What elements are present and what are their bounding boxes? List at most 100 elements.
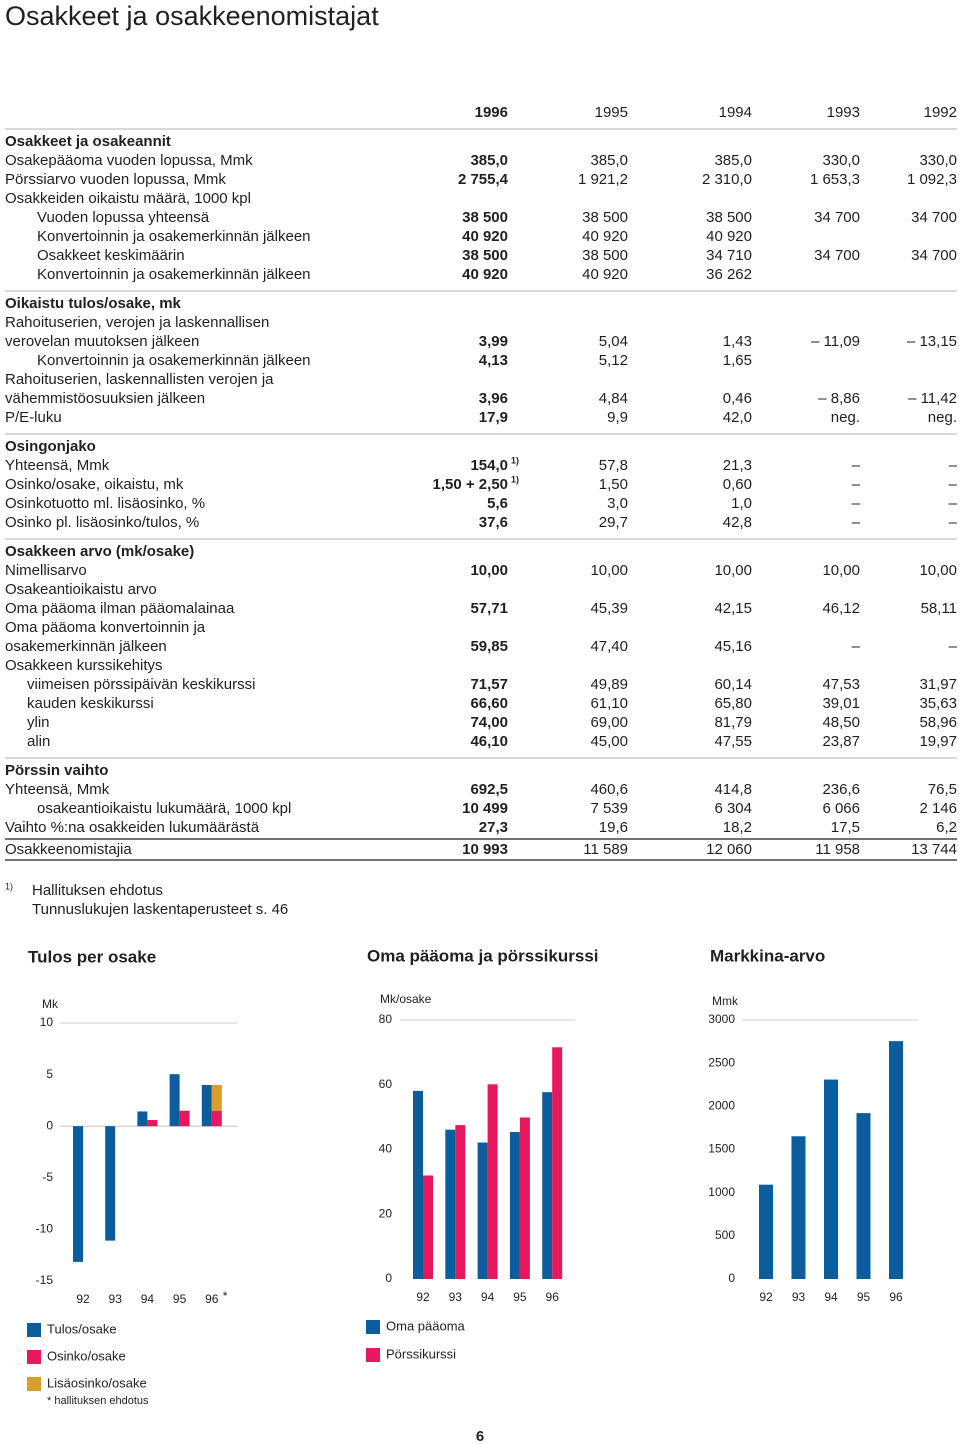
cell: 57,8 — [599, 457, 628, 474]
row-label: osakeantioikaistu lukumäärä, 1000 kpl — [37, 800, 291, 817]
legend-swatch — [366, 1320, 380, 1334]
x-tick-label: 96 — [889, 1290, 903, 1304]
cell: 385,0 — [714, 152, 752, 169]
cell: 76,5 — [928, 781, 957, 798]
legend-swatch — [366, 1348, 380, 1362]
cell: 1,65 — [723, 352, 752, 369]
cell: 154,0 — [470, 457, 508, 474]
cell: 39,01 — [822, 695, 860, 712]
cell: 23,87 — [822, 733, 860, 750]
footnote-mark: 1) — [5, 881, 13, 891]
cell: 34 700 — [911, 209, 957, 226]
cell: 60,14 — [714, 676, 752, 693]
cell: 1,0 — [731, 495, 752, 512]
row-label: Oma pääoma konvertoinnin ja — [5, 619, 206, 636]
page-number: 6 — [476, 1428, 484, 1444]
x-tick-label: 94 — [141, 1292, 155, 1306]
cell: 58,11 — [921, 600, 957, 617]
row-label: kauden keskikurssi — [27, 695, 154, 712]
y-tick-label: -15 — [36, 1273, 54, 1287]
year-header: 1992 — [924, 104, 957, 121]
bar — [413, 1090, 423, 1279]
y-tick-label: 60 — [379, 1077, 393, 1091]
x-tick-label: 92 — [759, 1290, 773, 1304]
bar — [477, 1142, 488, 1279]
cell: 1 921,2 — [578, 171, 628, 188]
section-title: Pörssin vaihto — [5, 762, 108, 779]
cell: 61,10 — [590, 695, 628, 712]
x-tick-label: 92 — [416, 1290, 430, 1304]
cell: 5,12 — [599, 352, 628, 369]
cell: 1,43 — [723, 333, 752, 350]
row-label: Osakepääoma vuoden lopussa, Mmk — [5, 152, 253, 169]
cell: 13 744 — [911, 841, 957, 858]
cell: 5,6 — [487, 495, 508, 512]
row-label: Konvertoinnin ja osakemerkinnän jälkeen — [37, 228, 311, 245]
cell: 35,63 — [919, 695, 957, 712]
row-label: Konvertoinnin ja osakemerkinnän jälkeen — [37, 352, 311, 369]
x-tick-label: 94 — [481, 1290, 495, 1304]
row-label: Osakkeiden oikaistu määrä, 1000 kpl — [5, 190, 251, 207]
y-tick-label: 10 — [40, 1015, 54, 1029]
cell: 385,0 — [590, 152, 628, 169]
cell: 38 500 — [462, 247, 508, 264]
cell: – 13,15 — [907, 333, 957, 350]
cell: 21,3 — [723, 457, 752, 474]
cell: – — [949, 495, 958, 512]
cell: 66,60 — [470, 695, 508, 712]
cell: neg. — [928, 409, 957, 426]
cell: 3,99 — [479, 333, 508, 350]
cell: 34 710 — [706, 247, 752, 264]
chart-note: * hallituksen ehdotus — [47, 1395, 149, 1407]
row-label: alin — [27, 733, 50, 750]
bar — [791, 1136, 806, 1279]
cell: – — [852, 476, 861, 493]
legend-label: Tulos/osake — [47, 1321, 117, 1336]
cell: 0,60 — [723, 476, 752, 493]
row-label: viimeisen pörssipäivän keskikurssi — [27, 676, 255, 693]
cell: 19,97 — [919, 733, 957, 750]
y-tick-label: 2000 — [708, 1099, 735, 1113]
row-label: Konvertoinnin ja osakemerkinnän jälkeen — [37, 266, 311, 283]
row-label: P/E-luku — [5, 409, 62, 426]
cell: 11 958 — [815, 841, 860, 858]
cell: 47,53 — [822, 676, 860, 693]
bar — [824, 1079, 838, 1279]
cell: 36 262 — [706, 266, 752, 283]
row-label: Osinko pl. lisäosinko/tulos, % — [5, 514, 199, 531]
cell: – — [949, 476, 958, 493]
section-title: Osakkeen arvo (mk/osake) — [5, 543, 194, 560]
y-axis-unit: Mk/osake — [380, 992, 432, 1006]
legend-swatch — [27, 1350, 41, 1364]
cell: 38 500 — [582, 247, 628, 264]
row-label: Vuoden lopussa yhteensä — [37, 209, 210, 226]
cell: 48,50 — [822, 714, 860, 731]
cell: 10 499 — [462, 800, 508, 817]
row-label: Pörssiarvo vuoden lopussa, Mmk — [5, 171, 226, 188]
bar — [179, 1110, 190, 1127]
y-tick-label: 40 — [379, 1142, 393, 1156]
cell: 27,3 — [479, 819, 508, 836]
y-tick-label: 80 — [379, 1012, 393, 1026]
cell: 6 066 — [822, 800, 860, 817]
cell: 692,5 — [470, 781, 508, 798]
row-label: Rahoituserien, laskennallisten verojen j… — [5, 371, 274, 388]
cell: 10 993 — [462, 841, 508, 858]
cell: 34 700 — [814, 209, 860, 226]
bar — [73, 1126, 83, 1262]
year-header: 1994 — [719, 104, 752, 121]
cell: 2 146 — [919, 800, 957, 817]
y-axis-unit: Mmk — [712, 994, 739, 1008]
x-tick-label: 93 — [109, 1292, 123, 1306]
cell: 69,00 — [590, 714, 628, 731]
bar — [137, 1111, 148, 1127]
x-tick-label: 96 — [546, 1290, 560, 1304]
footnote: Tunnuslukujen laskentaperusteet s. 46 — [32, 901, 288, 918]
cell: 11 589 — [583, 841, 628, 858]
cell: 18,2 — [723, 819, 752, 836]
row-label: Rahoituserien, verojen ja laskennallisen — [5, 314, 269, 331]
cell: 40 920 — [706, 228, 752, 245]
cell: 49,89 — [590, 676, 628, 693]
cell: 3,96 — [479, 390, 508, 407]
